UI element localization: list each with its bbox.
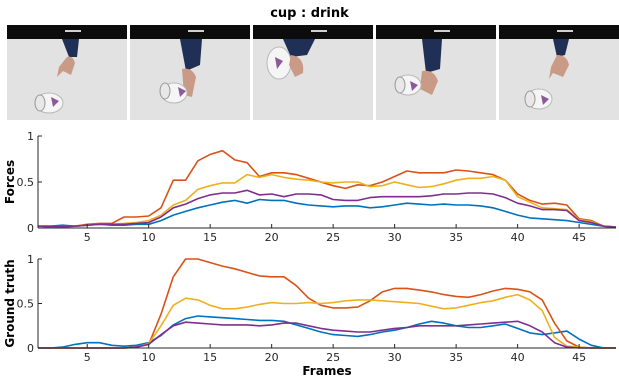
- x-tick-label: 15: [203, 351, 217, 364]
- x-tick-label: 15: [203, 231, 217, 244]
- series-line-3: [38, 293, 616, 349]
- series-line-1: [38, 198, 617, 228]
- y-tick-label: 0.5: [17, 298, 35, 311]
- series-line-1: [38, 315, 616, 349]
- x-tick-label: 5: [84, 231, 91, 244]
- y-tick-label: 0: [27, 342, 34, 355]
- frame-thumbnail-4: [376, 25, 496, 120]
- y-axis-label: Ground truth: [3, 259, 17, 347]
- x-tick-label: 10: [142, 231, 156, 244]
- x-tick-label: 10: [142, 351, 156, 364]
- x-tick-label: 40: [511, 231, 525, 244]
- frame-thumbnail-5: [499, 25, 619, 120]
- x-tick-label: 5: [84, 351, 91, 364]
- x-tick-label: 30: [388, 231, 402, 244]
- frame-thumbnail-1: [7, 25, 127, 120]
- x-tick-label: 45: [572, 231, 586, 244]
- x-tick-label: 25: [326, 351, 340, 364]
- x-tick-label: 20: [265, 231, 279, 244]
- chart-panel-1: 5 10 15 20 25 30 35 40 45 0 0.5 1 Forces: [3, 130, 617, 244]
- x-axis-label: Frames: [302, 364, 351, 378]
- frame-thumbnail-3: [253, 25, 373, 120]
- y-tick-label: 1: [27, 253, 34, 266]
- y-tick-label: 1: [27, 130, 34, 143]
- y-tick-label: 0: [27, 222, 34, 235]
- series-line-3: [38, 173, 617, 228]
- frame-thumbnail-2: [130, 25, 250, 120]
- figure-title: cup : drink: [270, 6, 349, 21]
- y-axis-label: Forces: [3, 160, 17, 204]
- x-tick-label: 20: [265, 351, 279, 364]
- y-tick-label: 0.5: [17, 176, 35, 189]
- series-line-4: [38, 320, 616, 349]
- series-line-4: [38, 189, 617, 228]
- frame-thumbnail-strip: [7, 25, 619, 120]
- x-tick-label: 30: [388, 351, 402, 364]
- x-tick-label: 40: [511, 351, 525, 364]
- x-tick-label: 35: [449, 351, 463, 364]
- chart-panel-2: 5 10 15 20 25 30 35 40 45 0 0.5 1 Ground truth Frames: [3, 253, 616, 378]
- x-tick-label: 25: [326, 231, 340, 244]
- x-tick-label: 35: [449, 231, 463, 244]
- x-tick-label: 45: [572, 351, 586, 364]
- series-line-2: [37, 149, 617, 228]
